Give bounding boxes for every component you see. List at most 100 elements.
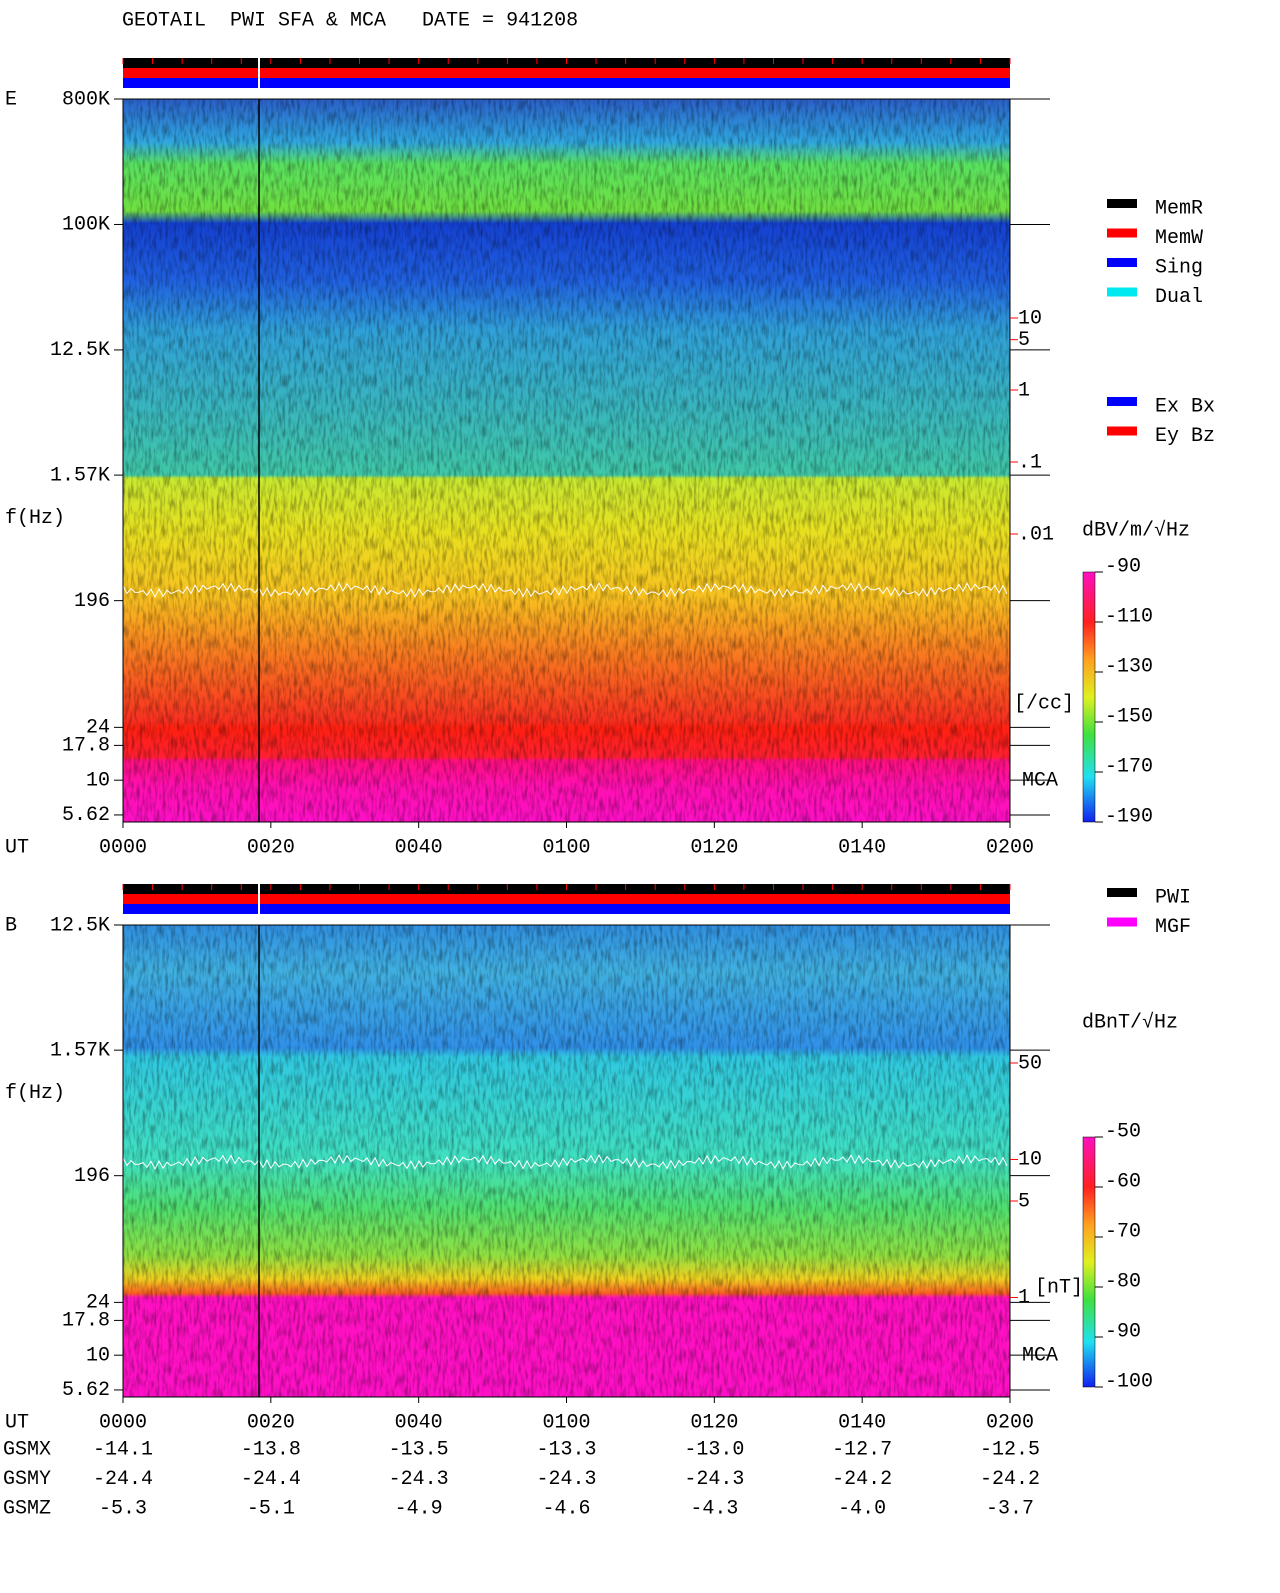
legend-swatch [1107, 228, 1137, 238]
orbit-value: -24.3 [536, 1468, 596, 1491]
y-tick-label: 24 [86, 717, 110, 740]
y-tick-label: 100K [62, 214, 110, 237]
orbit-value: -12.5 [980, 1438, 1040, 1461]
colorbar-tick-label: -90 [1105, 1320, 1141, 1343]
colorbar-tick-label: -90 [1105, 555, 1141, 578]
y2-axis-label: [nT] [1035, 1276, 1083, 1299]
y-axis-label: f(Hz) [5, 507, 65, 530]
y2-tick-label: .01 [1018, 523, 1054, 546]
orbit-value: -13.0 [684, 1438, 744, 1461]
legend-label: MemR [1155, 197, 1203, 220]
legend-label: Sing [1155, 256, 1203, 279]
x-axis-label: UT [5, 836, 29, 859]
y2-axis-label: [/cc] [1014, 692, 1074, 715]
orbit-value: -4.0 [838, 1497, 886, 1520]
orbit-value: -13.8 [241, 1438, 301, 1461]
y2-tick-label: 5 [1018, 1190, 1030, 1213]
x-tick-label: 0000 [99, 1411, 147, 1434]
orbit-value: -24.3 [684, 1468, 744, 1491]
spectrogram-texture [123, 99, 1010, 822]
x-tick-label: 0140 [838, 836, 886, 859]
orbit-value: -24.2 [980, 1468, 1040, 1491]
page-title: GEOTAIL PWI SFA & MCA DATE = 941208 [122, 9, 578, 32]
y-tick-label: 17.8 [62, 1310, 110, 1333]
orbit-value: -3.7 [986, 1497, 1034, 1520]
colorbar [1082, 571, 1096, 823]
x-tick-label: 0040 [395, 836, 443, 859]
legend-label: Ex Bx [1155, 395, 1215, 418]
y-tick-label: 17.8 [62, 735, 110, 758]
status-bar [123, 904, 1010, 914]
colorbar-tick-label: -100 [1105, 1370, 1153, 1393]
colorbar-tick-label: -190 [1105, 805, 1153, 828]
y2-tick-label: 1 [1018, 379, 1030, 402]
y-tick-label: 1.57K [50, 464, 110, 487]
status-bar [123, 78, 1010, 88]
legend-label: MGF [1155, 916, 1191, 939]
legend-label: PWI [1155, 886, 1191, 909]
colorbar-tick-label: -50 [1105, 1120, 1141, 1143]
orbit-value: -24.2 [832, 1468, 892, 1491]
status-bar [123, 68, 1010, 78]
orbit-value: -4.9 [395, 1497, 443, 1520]
legend-swatch [1107, 397, 1137, 406]
x-tick-label: 0100 [542, 1411, 590, 1434]
legend-swatch [1107, 426, 1137, 436]
colorbar-title: dBV/m/√Hz [1082, 518, 1190, 542]
y2-tick-label: 5 [1018, 329, 1030, 352]
y-tick-label: 800K [62, 88, 110, 111]
status-bar [123, 894, 1010, 904]
x-axis-label: UT [5, 1411, 29, 1434]
y-tick-label: 24 [86, 1292, 110, 1315]
colorbar-tick-label: -170 [1105, 755, 1153, 778]
legend-swatch [1107, 199, 1137, 208]
y-tick-label: 5.62 [62, 1379, 110, 1402]
orbit-value: -5.3 [99, 1497, 147, 1520]
orbit-value: -24.3 [389, 1468, 449, 1491]
x-tick-label: 0100 [542, 836, 590, 859]
orbit-value: -24.4 [93, 1468, 153, 1491]
y2-tick-label: 10 [1018, 1149, 1042, 1172]
cyclotron-trace [122, 1153, 1008, 1171]
y-axis-label: f(Hz) [5, 1082, 65, 1105]
y-tick-label: 1.57K [50, 1039, 110, 1062]
x-tick-label: 0200 [986, 1411, 1034, 1434]
orbit-row-label: GSMX [3, 1438, 51, 1461]
orbit-row-label: GSMY [3, 1468, 51, 1491]
panel-label: E [5, 88, 17, 111]
instrument-label: MCA [1022, 1344, 1058, 1367]
orbit-value: -4.3 [690, 1497, 738, 1520]
y-tick-label: 10 [86, 769, 110, 792]
panel-label: B [5, 914, 17, 937]
orbit-value: -13.5 [389, 1438, 449, 1461]
x-tick-label: 0120 [690, 836, 738, 859]
x-tick-label: 0020 [247, 1411, 295, 1434]
colorbar-tick-label: -70 [1105, 1220, 1141, 1243]
colorbar [1082, 1136, 1096, 1388]
x-tick-label: 0000 [99, 836, 147, 859]
y2-tick-label: 1 [1018, 1287, 1030, 1310]
orbit-row-label: GSMZ [3, 1497, 51, 1520]
legend-swatch [1107, 258, 1137, 267]
orbit-value: -12.7 [832, 1438, 892, 1461]
y-tick-label: 5.62 [62, 804, 110, 827]
colorbar-tick-label: -110 [1105, 605, 1153, 628]
legend-label: Dual [1155, 286, 1203, 309]
colorbar-tick-label: -150 [1105, 705, 1153, 728]
orbit-value: -4.6 [542, 1497, 590, 1520]
y-tick-label: 12.5K [50, 914, 110, 937]
colorbar-title: dBnT/√Hz [1082, 1010, 1178, 1034]
legend-swatch [1107, 287, 1137, 297]
x-tick-label: 0020 [247, 836, 295, 859]
colorbar-tick-label: -130 [1105, 655, 1153, 678]
y-tick-label: 12.5K [50, 339, 110, 362]
orbit-value: -13.3 [536, 1438, 596, 1461]
x-tick-label: 0140 [838, 1411, 886, 1434]
orbit-value: -14.1 [93, 1438, 153, 1461]
cyclotron-trace [122, 581, 1008, 599]
y-tick-label: 10 [86, 1344, 110, 1367]
x-tick-label: 0040 [395, 1411, 443, 1434]
orbit-value: -24.4 [241, 1468, 301, 1491]
